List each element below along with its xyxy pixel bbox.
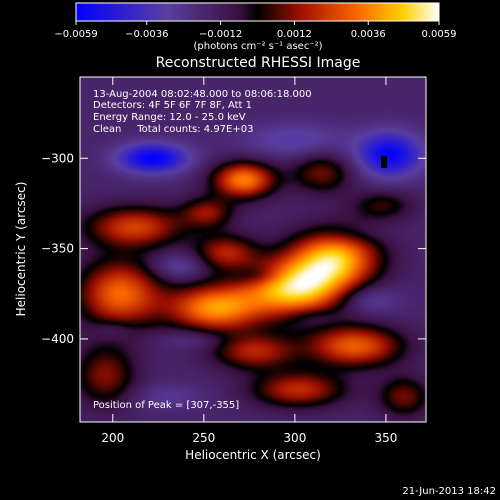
chart-title: Reconstructed RHESSI Image (156, 55, 361, 71)
peak-position-label: Position of Peak = [307,-355] (93, 400, 239, 411)
x-tick-label: 250 (192, 431, 215, 445)
colorbar-ticks: −0.0059 −0.0036 −0.0012 0.0012 0.0036 0.0059 (54, 21, 457, 40)
colorbar-tick-label: −0.0036 (125, 29, 168, 40)
colorbar-tick-label: −0.0059 (54, 29, 97, 40)
colorbar-unit-label: (photons cm⁻² s⁻¹ asec⁻²) (193, 41, 322, 52)
y-tick-label: −350 (41, 242, 74, 256)
info-line-time: 13-Aug-2004 08:02:48.000 to 08:06:18.000 (93, 89, 312, 100)
colorbar-tick-label: 0.0012 (277, 29, 312, 40)
info-line-clean: Clean Total counts: 4.97E+03 (93, 124, 253, 135)
axis-ticks: 200 250 300 350 −300 −350 −400 (41, 77, 426, 445)
colorbar-tick-label: 0.0036 (351, 29, 386, 40)
info-line-detectors: Detectors: 4F 5F 6F 7F 8F, Att 1 (93, 100, 252, 111)
y-tick-label: −400 (41, 332, 74, 346)
x-tick-label: 300 (283, 431, 306, 445)
peak-marker (381, 155, 388, 168)
info-overlay: 13-Aug-2004 08:02:48.000 to 08:06:18.000… (93, 89, 312, 411)
info-line-energy: Energy Range: 12.0 - 25.0 keV (93, 112, 246, 123)
plot-frame (79, 76, 427, 423)
y-axis-label: Heliocentric Y (arcsec) (14, 182, 28, 317)
colorbar (75, 2, 440, 22)
x-tick-label: 350 (374, 431, 397, 445)
x-tick-label: 200 (101, 431, 124, 445)
colorbar-tick-label: 0.0059 (422, 29, 457, 40)
footer-timestamp: 21-Jun-2013 18:42 (402, 486, 496, 497)
heatmap-image (80, 77, 426, 422)
y-tick-label: −300 (41, 151, 74, 165)
x-axis-label: Heliocentric X (arcsec) (185, 448, 321, 462)
colorbar-tick-label: −0.0012 (199, 29, 242, 40)
